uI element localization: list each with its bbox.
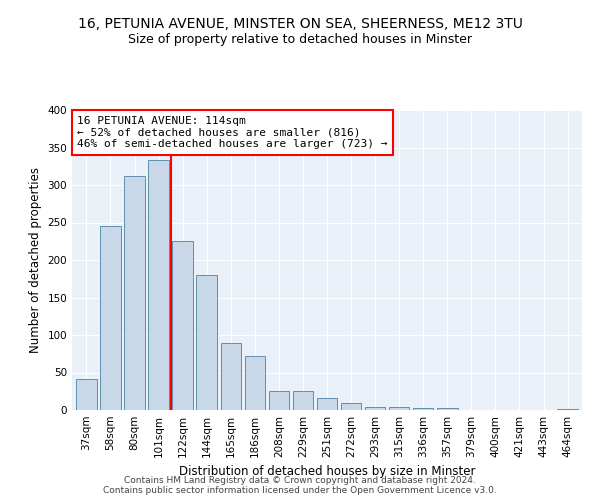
Text: 16 PETUNIA AVENUE: 114sqm
← 52% of detached houses are smaller (816)
46% of semi: 16 PETUNIA AVENUE: 114sqm ← 52% of detac… [77, 116, 388, 149]
Bar [341, 402, 361, 410]
Bar [148, 160, 169, 410]
Y-axis label: Number of detached properties: Number of detached properties [29, 167, 42, 353]
Bar [389, 407, 409, 410]
Bar [124, 176, 145, 410]
Bar [437, 408, 458, 410]
Bar [196, 275, 217, 410]
Bar [557, 408, 578, 410]
Bar [221, 342, 241, 410]
Bar [100, 226, 121, 410]
Bar [365, 407, 385, 410]
X-axis label: Distribution of detached houses by size in Minster: Distribution of detached houses by size … [179, 466, 475, 478]
Bar [172, 242, 193, 410]
Bar [76, 378, 97, 410]
Bar [269, 391, 289, 410]
Bar [317, 398, 337, 410]
Text: 16, PETUNIA AVENUE, MINSTER ON SEA, SHEERNESS, ME12 3TU: 16, PETUNIA AVENUE, MINSTER ON SEA, SHEE… [77, 18, 523, 32]
Text: Contains HM Land Registry data © Crown copyright and database right 2024.
Contai: Contains HM Land Registry data © Crown c… [103, 476, 497, 495]
Bar [413, 408, 433, 410]
Text: Size of property relative to detached houses in Minster: Size of property relative to detached ho… [128, 32, 472, 46]
Bar [293, 391, 313, 410]
Bar [245, 356, 265, 410]
